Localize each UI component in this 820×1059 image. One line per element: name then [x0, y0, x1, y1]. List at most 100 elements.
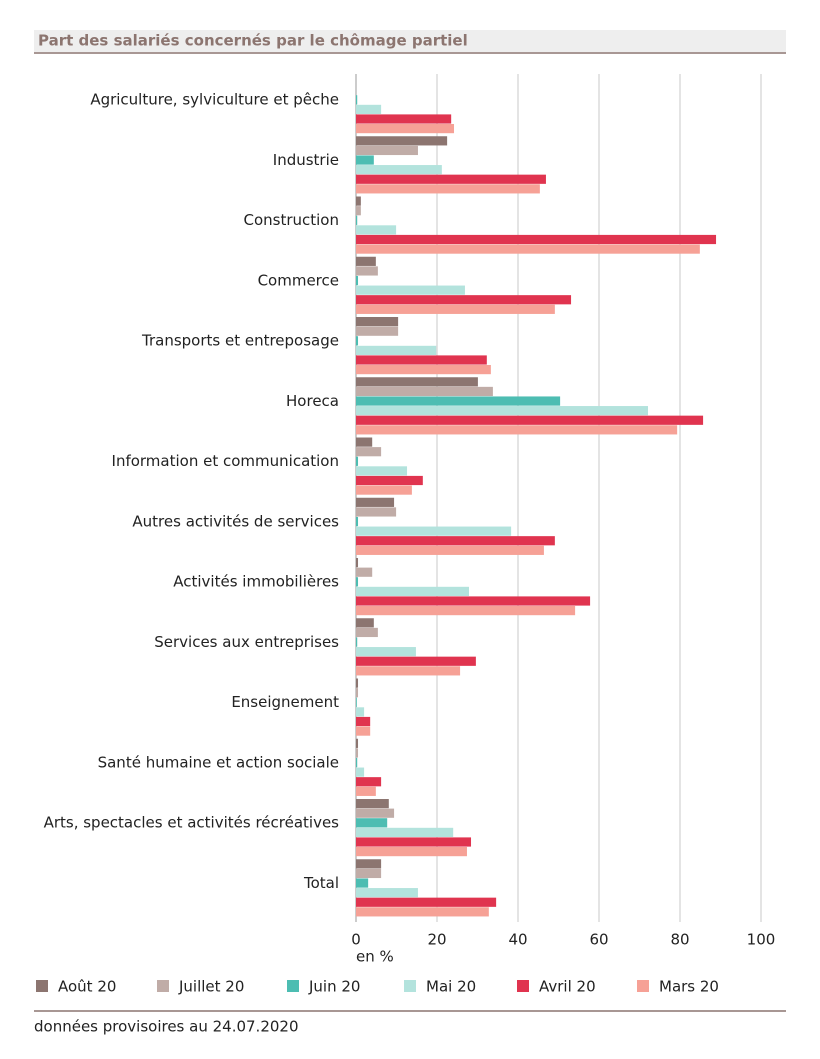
- bar: [356, 818, 388, 828]
- bar: [356, 275, 359, 286]
- bar: [356, 377, 478, 387]
- bar: [356, 326, 399, 336]
- bar: [356, 827, 454, 837]
- bar: [356, 545, 544, 555]
- y-tick-label: Santé humaine et action sociale: [98, 753, 339, 771]
- bar: [356, 124, 455, 134]
- bar: [356, 304, 555, 314]
- bar: [356, 777, 382, 787]
- bar: [356, 786, 376, 796]
- legend-swatch: [36, 980, 48, 992]
- legend-label: Juin 20: [308, 978, 360, 996]
- x-tick-label: 0: [351, 931, 361, 949]
- bar: [356, 567, 373, 577]
- bar: [356, 757, 358, 768]
- y-tick-label: Commerce: [258, 271, 339, 289]
- bar: [356, 475, 423, 486]
- x-tick-label: 100: [747, 931, 776, 949]
- bar: [356, 688, 359, 698]
- bar: [356, 656, 476, 666]
- bar: [356, 647, 416, 657]
- legend-swatch: [404, 980, 416, 992]
- bar: [356, 716, 371, 727]
- x-axis-label: en %: [356, 948, 394, 966]
- bar: [356, 767, 365, 777]
- chart-title: Part des salariés concernés par le chôma…: [38, 32, 468, 50]
- bar: [356, 345, 437, 355]
- bar: [356, 897, 497, 907]
- bar: [356, 586, 469, 596]
- footnote: données provisoires au 24.07.2020: [34, 1018, 299, 1036]
- bar: [356, 415, 704, 425]
- bar: [356, 808, 395, 818]
- title-band: [34, 30, 786, 52]
- legend-swatch: [157, 980, 169, 992]
- bar: [356, 355, 487, 365]
- bar: [356, 425, 678, 435]
- bar: [356, 145, 418, 156]
- bar: [356, 707, 365, 717]
- bar: [356, 295, 572, 305]
- y-tick-label: Arts, spectacles et activités récréative…: [44, 814, 340, 832]
- bar: [356, 317, 399, 327]
- x-tick-label: 80: [670, 931, 689, 949]
- bar: [356, 485, 412, 495]
- bar: [356, 256, 376, 266]
- bar: [356, 666, 461, 676]
- legend-swatch: [637, 980, 649, 992]
- bar: [356, 847, 467, 857]
- legend-label: Mai 20: [426, 978, 476, 996]
- x-tick-label: 20: [427, 931, 446, 949]
- bar: [356, 596, 591, 606]
- bar: [356, 456, 359, 466]
- bar: [356, 536, 555, 546]
- bar: [356, 748, 359, 758]
- legend-label: Avril 20: [539, 978, 596, 996]
- bar: [356, 868, 382, 879]
- bar: [356, 637, 358, 647]
- y-tick-label: Enseignement: [231, 693, 339, 711]
- bar: [356, 196, 361, 206]
- y-tick-label: Services aux entreprises: [154, 633, 339, 651]
- bar: [356, 606, 576, 616]
- bar: [356, 386, 493, 397]
- bar: [356, 165, 442, 175]
- bar: [356, 95, 358, 105]
- bar: [356, 266, 378, 276]
- bar: [356, 577, 359, 587]
- bar: [356, 627, 378, 638]
- bar: [356, 215, 358, 225]
- y-tick-label: Information et communication: [112, 452, 339, 470]
- bar: [356, 365, 491, 375]
- legend-label: Juillet 20: [178, 978, 244, 996]
- legend-swatch: [517, 980, 529, 992]
- y-tick-label: Agriculture, sylviculture et pêche: [90, 91, 339, 109]
- bar: [356, 136, 448, 146]
- bar: [356, 738, 359, 748]
- bar: [356, 497, 395, 507]
- y-tick-label: Industrie: [273, 151, 339, 169]
- y-tick-label: Autres activités de services: [132, 512, 339, 530]
- y-tick-label: Transports et entreposage: [141, 332, 339, 350]
- bar: [356, 447, 382, 457]
- bar: [356, 888, 418, 898]
- bar: [356, 859, 382, 869]
- bar: [356, 907, 489, 917]
- bar: [356, 155, 374, 165]
- bar: [356, 206, 361, 216]
- bar: [356, 799, 389, 809]
- bar: [356, 507, 397, 517]
- bar: [356, 697, 357, 707]
- bar: [356, 396, 561, 406]
- x-tick-label: 60: [589, 931, 608, 949]
- legend-label: Mars 20: [659, 978, 719, 996]
- bar: [356, 336, 359, 346]
- bar: [356, 184, 540, 194]
- bar: [356, 618, 374, 628]
- bar: [356, 526, 512, 536]
- bar: [356, 406, 649, 416]
- bar: [356, 104, 382, 114]
- bar: [356, 558, 359, 568]
- y-tick-label: Activités immobilières: [173, 573, 339, 591]
